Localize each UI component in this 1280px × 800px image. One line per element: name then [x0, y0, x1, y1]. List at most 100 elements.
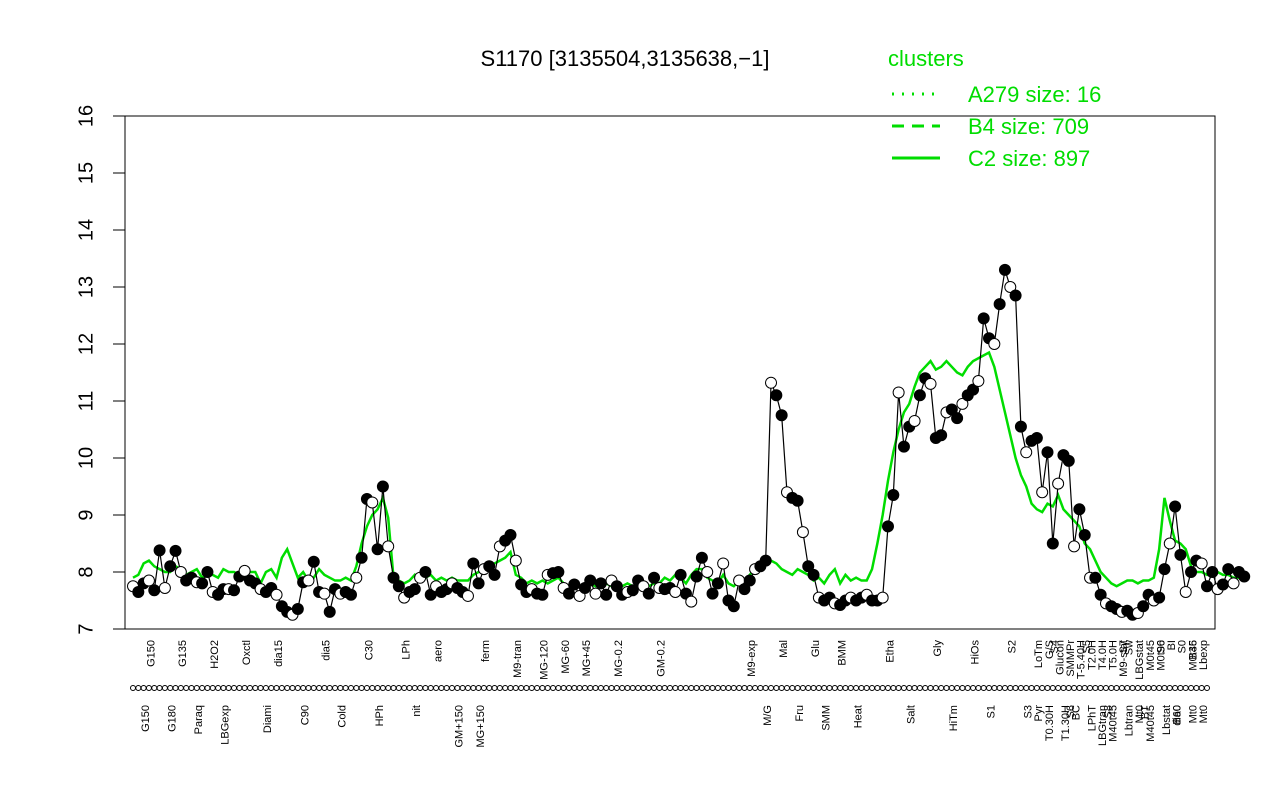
x-rug-mark: [151, 685, 158, 691]
x-tick-label: Etha: [884, 639, 896, 663]
data-point: [270, 588, 283, 601]
x-rug-mark: [507, 685, 514, 691]
x-rug-mark: [1182, 685, 1189, 691]
data-point: [775, 409, 788, 422]
x-rug-mark: [300, 685, 307, 691]
x-tick-label: Mt0: [1134, 705, 1146, 723]
data-point: [738, 583, 751, 596]
y-tick-label: 8: [75, 566, 97, 577]
x-rug-mark: [528, 685, 535, 691]
x-rug-mark: [603, 685, 610, 691]
data-point: [291, 603, 304, 616]
x-rug-mark: [629, 685, 636, 691]
data-point: [504, 528, 517, 541]
x-rug-mark: [576, 685, 583, 691]
data-point: [158, 581, 171, 594]
data-point: [1030, 432, 1043, 445]
x-rug-mark: [651, 685, 658, 691]
x-tick-label: T2.0H: [1086, 640, 1098, 670]
x-rug-mark: [1017, 685, 1024, 691]
x-rug-mark: [1097, 685, 1104, 691]
x-rug-mark: [948, 685, 955, 691]
x-rug-mark: [869, 685, 876, 691]
data-point: [1179, 585, 1192, 598]
x-tick-label: H2O2: [209, 640, 221, 669]
data-point: [1222, 563, 1235, 576]
x-rug-mark: [672, 685, 679, 691]
x-rug-mark: [491, 685, 498, 691]
x-rug-mark: [1118, 685, 1125, 691]
x-rug-mark: [619, 685, 626, 691]
x-rug-mark: [215, 685, 222, 691]
x-tick-label: MG-120: [539, 640, 551, 680]
x-tick-label: LBGtran: [1097, 705, 1109, 746]
y-tick-label: 9: [75, 509, 97, 520]
data-point: [1153, 591, 1166, 604]
plot-frame: [124, 115, 1216, 630]
data-point: [807, 568, 820, 581]
x-tick-label: S0: [1177, 640, 1189, 653]
x-rug-mark: [1087, 685, 1094, 691]
x-rug-mark: [246, 685, 253, 691]
x-tick-label: Pyr: [1033, 705, 1045, 722]
x-rug-mark: [1055, 685, 1062, 691]
axes: 7 8 9 10 11 12 13 14 15 16: [75, 105, 1216, 635]
x-tick-label: G150: [145, 640, 157, 667]
x-tick-label: T-5.40H: [1076, 640, 1088, 679]
x-rug-mark: [853, 685, 860, 691]
data-point: [568, 578, 581, 591]
data-point: [674, 568, 687, 581]
x-rug-mark: [443, 685, 450, 691]
x-rug-mark: [768, 685, 775, 691]
data-point: [1185, 566, 1198, 578]
data-point: [1094, 588, 1107, 601]
y-tick-label: 16: [75, 105, 97, 127]
x-rug-mark: [1028, 685, 1035, 691]
x-rug-mark: [890, 685, 897, 691]
data-point: [584, 574, 597, 587]
data-point: [1227, 577, 1240, 590]
x-tick-label: SMM: [821, 705, 833, 731]
data-point: [610, 580, 623, 593]
x-rug-mark: [172, 685, 179, 691]
data-point: [1216, 578, 1229, 591]
x-rug-mark: [794, 685, 801, 691]
data-point: [892, 386, 905, 399]
data-point: [408, 583, 421, 596]
x-rug-mark: [401, 685, 408, 691]
x-rug-mark: [486, 685, 493, 691]
x-tick-label: MG-60: [560, 640, 572, 674]
data-point: [951, 412, 964, 425]
x-rug-mark: [289, 685, 296, 691]
data-point: [376, 480, 389, 493]
data-point: [1201, 580, 1213, 593]
data-point: [977, 312, 990, 325]
x-rug-mark: [975, 685, 982, 691]
x-rug-mark: [587, 685, 594, 691]
x-rug-mark: [746, 685, 753, 691]
x-tick-label: LoTm: [1033, 640, 1045, 668]
x-rug-mark: [911, 685, 918, 691]
data-point: [201, 566, 214, 578]
x-rug-mark: [193, 685, 200, 691]
x-rug-mark: [204, 685, 211, 691]
x-rug-mark: [906, 685, 913, 691]
x-rug-mark: [231, 685, 238, 691]
x-tick-label: G135: [177, 640, 189, 667]
x-rug-mark: [884, 685, 891, 691]
x-tick-label: BC: [1070, 705, 1082, 720]
data-point: [626, 584, 639, 597]
x-rug-mark: [645, 685, 652, 691]
legend-entry-label: C2 size: 897: [968, 146, 1090, 171]
x-rug-mark: [789, 685, 796, 691]
x-tick-label: LPhT: [1086, 705, 1098, 732]
x-rug-mark: [252, 685, 259, 691]
x-rug-mark: [1166, 685, 1173, 691]
data-point: [318, 587, 331, 600]
data-point: [483, 560, 496, 573]
x-rug-mark: [539, 685, 546, 691]
x-rug-mark: [374, 685, 381, 691]
x-rug-mark: [1039, 685, 1046, 691]
x-tick-label: BMM: [836, 640, 848, 666]
data-point: [1020, 446, 1033, 459]
